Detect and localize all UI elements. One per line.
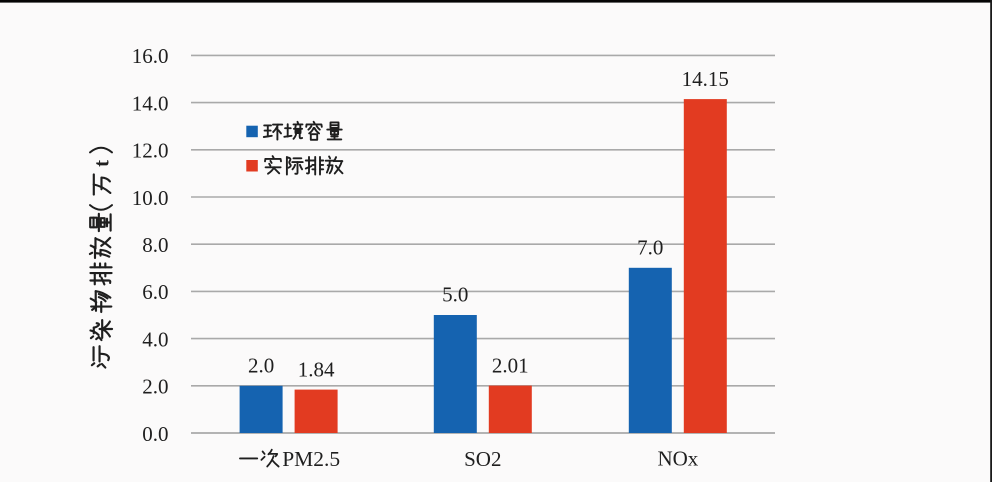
- svg-text:1.84: 1.84: [298, 357, 335, 381]
- svg-text:NOx: NOx: [657, 447, 698, 471]
- svg-text:2.01: 2.01: [492, 353, 529, 377]
- svg-text:8.0: 8.0: [142, 233, 168, 257]
- svg-text:PM2.5: PM2.5: [282, 447, 340, 471]
- svg-text:7.0: 7.0: [637, 236, 663, 260]
- svg-text:12.0: 12.0: [132, 139, 169, 163]
- svg-text:16.0: 16.0: [132, 44, 169, 68]
- svg-text:14.15: 14.15: [682, 67, 729, 91]
- svg-text:14.0: 14.0: [132, 91, 169, 115]
- svg-text:5.0: 5.0: [442, 283, 468, 307]
- svg-text:10.0: 10.0: [132, 186, 169, 210]
- svg-text:2.0: 2.0: [142, 375, 168, 399]
- svg-text:2.0: 2.0: [248, 354, 274, 378]
- svg-text:4.0: 4.0: [142, 327, 168, 351]
- svg-text:t: t: [90, 160, 114, 167]
- svg-text:SO2: SO2: [464, 447, 501, 471]
- svg-text:6.0: 6.0: [142, 280, 168, 304]
- svg-text:0.0: 0.0: [142, 422, 168, 446]
